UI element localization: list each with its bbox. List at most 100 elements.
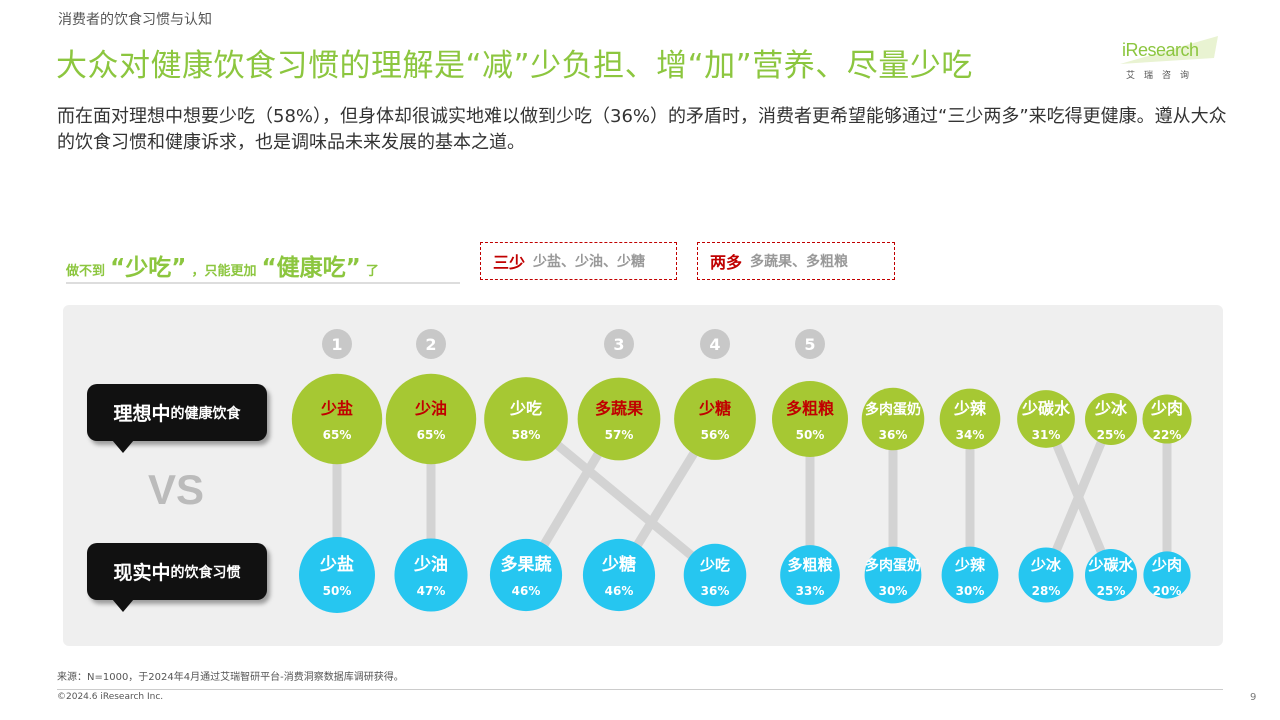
row-label-ideal-main: 理想中 — [113, 403, 171, 425]
ideal-bubble-value-0: 65% — [323, 428, 352, 442]
real-bubble-value-8: 28% — [1032, 584, 1061, 598]
ideal-bubble-value-3: 57% — [605, 428, 634, 442]
rank-badge-3 — [604, 329, 634, 359]
rank-badge-4 — [700, 329, 730, 359]
real-bubble-value-2: 46% — [512, 584, 541, 598]
two-more-key: 两多 — [710, 253, 743, 272]
tagline-part-3: 了 — [365, 264, 379, 279]
ideal-bubble-9 — [1085, 393, 1137, 445]
ideal-bubble-value-7: 34% — [956, 428, 985, 442]
real-bubble-5 — [780, 545, 840, 605]
row-label-ideal-pointer — [112, 440, 134, 453]
row-label-ideal: 理想中 的健康饮食 — [87, 384, 267, 441]
real-bubble-label-6: 多肉蛋奶 — [865, 557, 921, 574]
ideal-bubble-label-10: 少肉 — [1150, 399, 1183, 418]
row-label-real-sub: 的饮食习惯 — [170, 564, 241, 581]
rank-badge-text-1: 1 — [331, 335, 342, 354]
rank-badge-text-3: 3 — [613, 335, 624, 354]
three-less-items: 少盐、少油、少糖 — [533, 254, 646, 270]
ideal-bubble-label-7: 少辣 — [953, 399, 987, 418]
logo-wordmark: iResearch — [1122, 40, 1199, 60]
ideal-bubble-label-4: 少糖 — [698, 399, 731, 418]
ideal-bubble-4 — [674, 378, 756, 460]
ideal-bubble-label-2: 少吃 — [509, 399, 542, 418]
tagline-part-2: ，只能更加 — [191, 264, 257, 279]
section-label: 消费者的饮食习惯与认知 — [58, 12, 212, 28]
real-bubble-value-10: 20% — [1153, 584, 1182, 598]
real-bubble-6 — [864, 546, 922, 604]
ideal-bubble-value-9: 25% — [1097, 428, 1126, 442]
tagline-part-1: 做不到 — [66, 264, 106, 279]
logo-swoosh-icon — [1120, 36, 1218, 64]
ideal-bubble-value-6: 36% — [879, 428, 908, 442]
real-bubble-7 — [941, 546, 999, 604]
rank-badge-5 — [795, 329, 825, 359]
ideal-bubble-label-6: 多肉蛋奶 — [865, 401, 921, 418]
tagline: 做不到 “少吃” ，只能更加 “健康吃” 了 — [66, 248, 460, 284]
row-label-real-pointer — [112, 599, 134, 612]
ideal-bubble-3 — [577, 377, 661, 461]
ideal-bubble-6 — [861, 387, 925, 451]
real-bubble-label-9: 少碳水 — [1087, 556, 1134, 574]
real-bubble-label-3: 少糖 — [601, 554, 636, 575]
two-more-items: 多蔬果、多粗粮 — [750, 254, 849, 270]
intro-paragraph: 而在面对理想中想要少吃（58%），但身体却很诚实地难以做到少吃（36%）的矛盾时… — [57, 106, 1227, 153]
ideal-bubble-8 — [1017, 390, 1075, 448]
real-bubble-value-1: 47% — [417, 584, 446, 598]
two-more-box: 两多 多蔬果、多粗粮 — [697, 242, 895, 280]
ideal-bubble-10 — [1142, 394, 1192, 444]
ideal-bubble-2 — [484, 377, 568, 461]
real-bubble-value-5: 33% — [796, 584, 825, 598]
ideal-bubble-label-8: 少碳水 — [1021, 399, 1071, 418]
ideal-bubble-value-1: 65% — [417, 428, 446, 442]
real-bubble-label-5: 多粗粮 — [787, 556, 833, 574]
real-bubble-label-1: 少油 — [413, 554, 448, 575]
real-bubble-0 — [299, 537, 375, 613]
ideal-bubble-label-9: 少冰 — [1094, 399, 1128, 418]
ideal-bubble-label-3: 多蔬果 — [595, 399, 643, 418]
ideal-bubble-value-10: 22% — [1153, 428, 1182, 442]
vs-label: VS — [148, 466, 205, 513]
three-less-box: 三少 少盐、少油、少糖 — [480, 242, 677, 280]
real-bubble-2 — [489, 538, 563, 612]
real-bubble-value-3: 46% — [605, 584, 634, 598]
rank-badge-1 — [322, 329, 352, 359]
logo-subtitle: 艾瑞咨询 — [1126, 71, 1199, 81]
page-title: 大众对健康饮食习惯的理解是“减”少负担、增“加”营养、尽量少吃 — [56, 48, 973, 84]
real-bubble-4 — [683, 543, 747, 607]
row-label-real-main: 现实中 — [113, 562, 171, 584]
footer-divider — [57, 689, 1223, 690]
row-label-real: 现实中 的饮食习惯 — [87, 543, 267, 600]
real-bubble-label-7: 少辣 — [954, 556, 986, 574]
real-bubble-label-10: 少肉 — [1151, 556, 1182, 574]
row-label-ideal-sub: 的健康饮食 — [170, 405, 241, 422]
real-bubble-9 — [1085, 549, 1137, 601]
page-number: 9 — [1250, 692, 1257, 703]
link-line-9 — [1041, 414, 1116, 580]
ideal-bubble-1 — [385, 373, 477, 465]
ideal-bubble-value-2: 58% — [512, 428, 541, 442]
real-bubble-label-8: 少冰 — [1030, 556, 1062, 574]
rank-badge-text-5: 5 — [804, 335, 815, 354]
ideal-bubble-0 — [291, 373, 383, 465]
ideal-bubble-label-0: 少盐 — [320, 399, 353, 418]
real-bubble-8 — [1018, 547, 1074, 603]
real-bubble-value-4: 36% — [701, 584, 730, 598]
copyright: ©2024.6 iResearch Inc. — [57, 692, 164, 702]
real-bubble-label-2: 多果蔬 — [501, 554, 552, 575]
ideal-bubble-value-8: 31% — [1032, 428, 1061, 442]
real-bubble-10 — [1143, 551, 1191, 599]
iresearch-logo: iResearch 艾瑞咨询 — [1118, 34, 1228, 82]
ideal-bubble-5 — [772, 381, 848, 457]
ideal-bubble-label-5: 多粗粮 — [786, 399, 834, 418]
tagline-quote-2: “健康吃” — [261, 255, 361, 281]
rank-badge-text-4: 4 — [709, 335, 720, 354]
rank-badge-2 — [416, 329, 446, 359]
ideal-bubble-label-1: 少油 — [414, 399, 447, 418]
tagline-quote-1: “少吃” — [110, 255, 187, 281]
real-bubble-3 — [582, 538, 656, 612]
three-less-key: 三少 — [493, 253, 526, 272]
real-bubble-label-4: 少吃 — [699, 556, 730, 574]
real-bubble-label-0: 少盐 — [319, 554, 354, 575]
